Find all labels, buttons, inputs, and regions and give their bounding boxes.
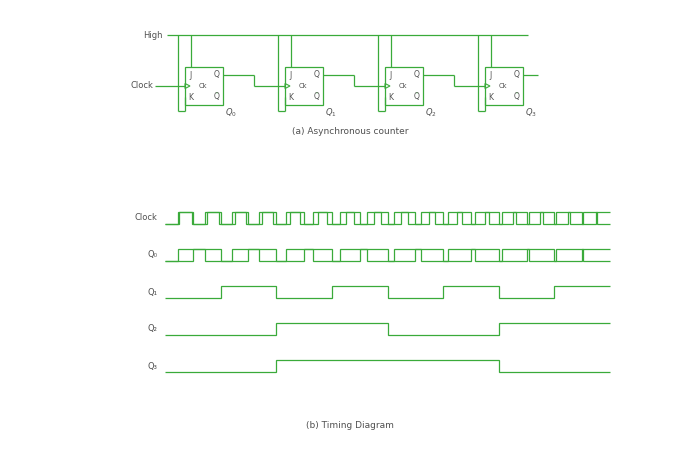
Text: Ck: Ck [499,83,508,89]
Bar [385,67,423,105]
Text: (a) Asynchronous counter: (a) Asynchronous counter [292,127,408,136]
Text: Q: Q [414,71,420,80]
Text: J: J [490,71,492,80]
Text: J: J [390,71,392,80]
Text: $Q_3$: $Q_3$ [525,107,537,119]
Text: High: High [144,31,163,40]
Text: $Q_2$: $Q_2$ [425,107,437,119]
Text: Q₁: Q₁ [147,288,157,297]
Text: Q₀: Q₀ [147,251,157,260]
Text: Q: Q [514,71,520,80]
Bar [285,67,323,105]
Bar [185,67,223,105]
Text: Q: Q [214,71,220,80]
Text: K: K [288,93,293,102]
Text: Q: Q [314,71,320,80]
Text: Ck: Ck [199,83,207,89]
Text: $Q_0$: $Q_0$ [225,107,237,119]
Bar [485,67,523,105]
Text: Q: Q [514,93,520,102]
Text: Clock: Clock [130,81,153,90]
Text: J: J [290,71,292,80]
Text: Q₂: Q₂ [147,324,157,333]
Text: (b) Timing Diagram: (b) Timing Diagram [306,420,394,429]
Text: K: K [489,93,493,102]
Text: J: J [190,71,192,80]
Text: Q: Q [314,93,320,102]
Text: K: K [389,93,393,102]
Text: Q: Q [214,93,220,102]
Text: $Q_1$: $Q_1$ [325,107,337,119]
Text: K: K [188,93,193,102]
Text: Ck: Ck [399,83,407,89]
Text: Ck: Ck [299,83,307,89]
Text: Q₃: Q₃ [147,361,157,370]
Text: Q: Q [414,93,420,102]
Text: Clock: Clock [134,213,157,222]
